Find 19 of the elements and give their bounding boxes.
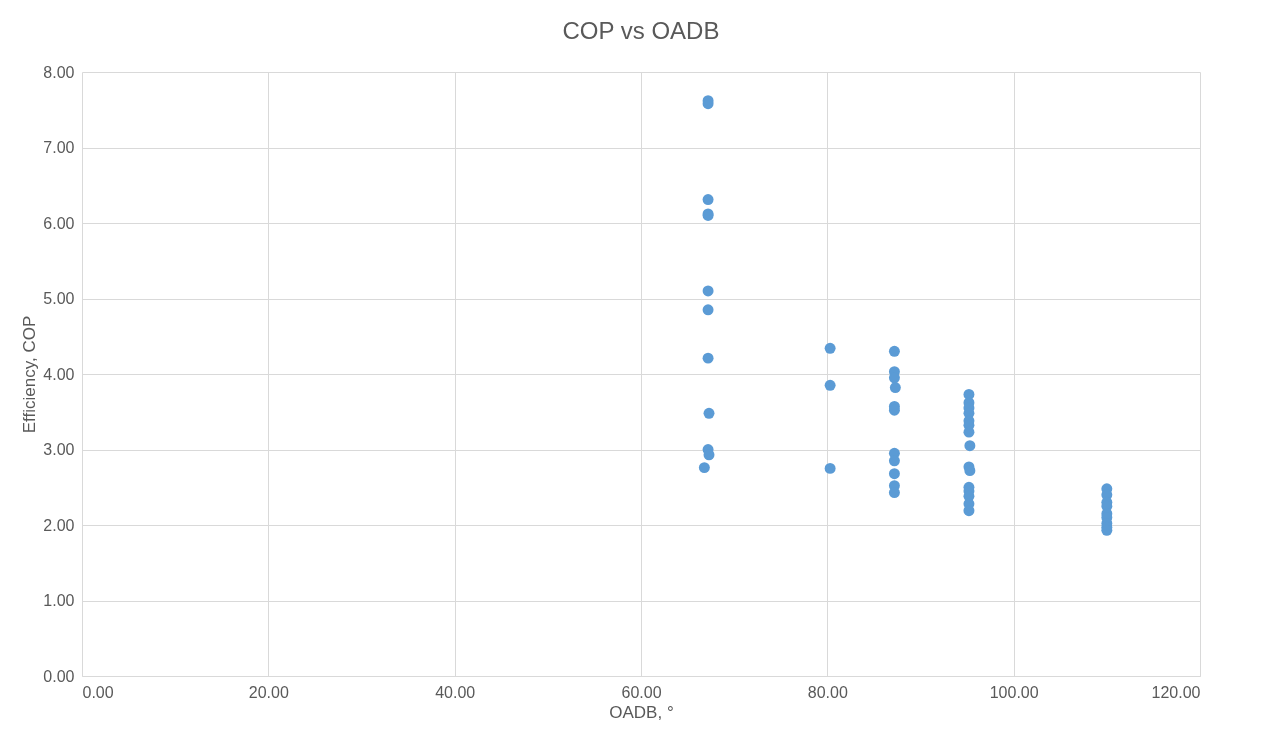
y-tick-label: 6.00 xyxy=(43,214,75,232)
x-tick-label: 20.00 xyxy=(248,683,289,701)
chart-title: COP vs OADB xyxy=(562,17,720,44)
x-tick-label: 40.00 xyxy=(435,683,476,701)
x-tick-label: 100.00 xyxy=(989,683,1039,701)
y-tick-label: 7.00 xyxy=(43,139,75,156)
x-axis-title: OADB, ° xyxy=(609,702,674,722)
y-axis-title: Efficiency, COP xyxy=(20,315,40,434)
y-tick-label: 0.00 xyxy=(43,667,75,685)
y-tick-label: 2.00 xyxy=(43,516,75,534)
x-tick-label: 60.00 xyxy=(621,683,662,701)
y-tick-label: 1.00 xyxy=(43,592,75,609)
x-tick-label: 80.00 xyxy=(807,683,848,701)
y-tick-label: 5.00 xyxy=(43,290,75,307)
y-tick-label: 3.00 xyxy=(43,441,75,458)
x-tick-label: 0.00 xyxy=(82,683,114,701)
y-tick-label: 4.00 xyxy=(43,365,75,383)
y-tick-label: 8.00 xyxy=(43,63,75,81)
x-tick-label: 120.00 xyxy=(1151,683,1201,701)
